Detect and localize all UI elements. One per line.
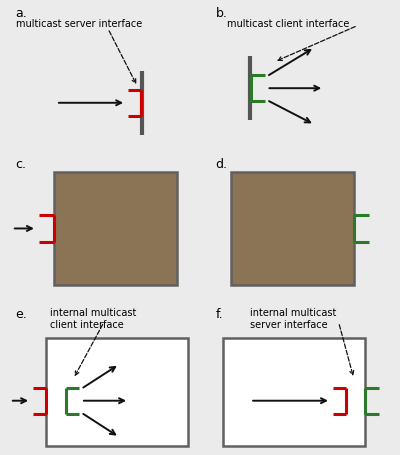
Text: c.: c. [16,157,27,171]
Text: internal multicast
client interface: internal multicast client interface [50,308,137,329]
Bar [223,339,366,446]
Text: b.: b. [216,7,228,20]
Text: e.: e. [16,308,28,321]
Text: d.: d. [216,157,228,171]
Bar [54,172,177,286]
Text: f.: f. [216,308,223,321]
Bar [46,339,188,446]
Text: multicast server interface: multicast server interface [16,19,142,29]
Text: internal multicast
server interface: internal multicast server interface [250,308,337,329]
Bar [231,172,354,286]
Text: a.: a. [16,7,28,20]
Text: multicast client interface: multicast client interface [227,19,350,29]
